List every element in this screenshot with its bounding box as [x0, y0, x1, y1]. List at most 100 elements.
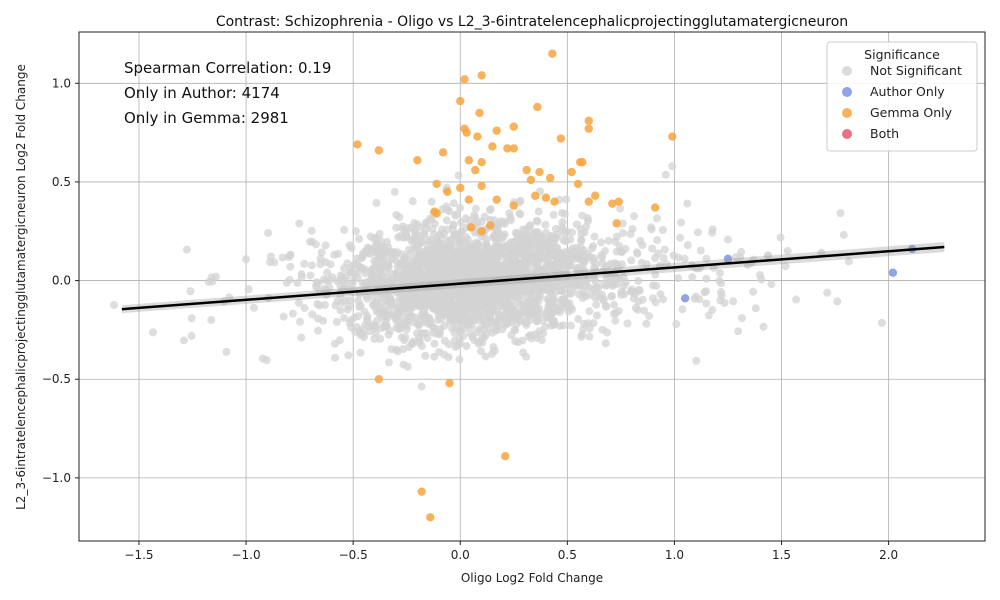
point-not-significant [737, 247, 746, 256]
point-not-significant [763, 251, 772, 260]
point-not-significant [422, 299, 431, 308]
y-axis-label: L2_3-6intratelencephalicprojectingglutam… [14, 64, 28, 510]
point-not-significant [179, 336, 188, 345]
point-not-significant [307, 261, 316, 270]
y-tick-label: 0.0 [52, 274, 71, 288]
point-not-significant [379, 262, 388, 271]
point-not-significant [672, 320, 681, 329]
point-not-significant [506, 272, 515, 281]
point-gemma-only [501, 451, 510, 461]
point-not-significant [448, 324, 457, 333]
point-not-significant [589, 285, 598, 294]
point-gemma-only [477, 227, 486, 236]
point-not-significant [495, 314, 504, 323]
not-significant-points [110, 162, 886, 391]
point-not-significant [354, 312, 363, 321]
point-not-significant [723, 235, 732, 244]
point-not-significant [580, 266, 589, 275]
point-not-significant [499, 270, 508, 279]
point-not-significant [614, 306, 623, 315]
point-gemma-only [462, 128, 471, 137]
point-not-significant [392, 223, 401, 232]
point-not-significant [549, 316, 558, 325]
point-not-significant [398, 250, 407, 259]
point-not-significant [597, 251, 606, 260]
point-not-significant [668, 162, 677, 171]
point-author-only [680, 294, 690, 303]
point-not-significant [430, 244, 439, 253]
point-gemma-only [546, 173, 555, 183]
point-gemma-only [668, 132, 677, 141]
point-not-significant [468, 333, 477, 342]
point-not-significant [382, 312, 391, 321]
point-not-significant [715, 268, 724, 277]
point-not-significant [514, 294, 523, 303]
point-not-significant [249, 303, 258, 312]
point-not-significant [757, 275, 766, 284]
point-gemma-only [584, 124, 593, 133]
point-not-significant [506, 216, 515, 225]
point-not-significant [366, 232, 375, 241]
point-not-significant [339, 314, 348, 323]
point-not-significant [648, 244, 657, 253]
point-not-significant [471, 204, 480, 213]
point-not-significant [751, 304, 760, 313]
point-not-significant [379, 254, 388, 263]
annotation-spearman: Spearman Correlation: 0.19 [124, 59, 331, 77]
point-not-significant [452, 210, 461, 219]
point-not-significant [507, 318, 516, 327]
point-not-significant [326, 260, 335, 269]
point-gemma-only [509, 122, 518, 131]
point-not-significant [607, 292, 616, 301]
point-not-significant [347, 244, 356, 253]
point-not-significant [776, 233, 785, 242]
point-not-significant [651, 254, 660, 263]
point-not-significant [412, 329, 421, 338]
point-not-significant [604, 236, 613, 245]
point-not-significant [456, 251, 465, 260]
point-gemma-only [486, 221, 495, 230]
point-not-significant [513, 261, 522, 270]
point-not-significant [611, 316, 620, 325]
point-not-significant [222, 347, 231, 356]
point-not-significant [487, 291, 496, 300]
point-gemma-only [438, 148, 448, 157]
point-not-significant [421, 274, 430, 283]
x-axis-label: Oligo Log2 Fold Change [461, 571, 603, 585]
point-gemma-only [567, 167, 576, 177]
point-not-significant [325, 283, 334, 292]
point-not-significant [409, 256, 418, 265]
point-not-significant [437, 269, 446, 278]
point-not-significant [417, 382, 426, 391]
point-not-significant [149, 328, 158, 337]
point-not-significant [767, 280, 776, 289]
point-not-significant [536, 232, 545, 241]
point-not-significant [445, 265, 454, 274]
point-not-significant [557, 223, 566, 232]
point-not-significant [597, 290, 606, 299]
point-not-significant [360, 307, 369, 316]
legend-marker [842, 129, 852, 139]
point-not-significant [501, 281, 510, 290]
point-not-significant [384, 358, 393, 367]
point-not-significant [480, 212, 489, 221]
point-not-significant [491, 249, 500, 258]
point-not-significant [574, 290, 583, 299]
point-gemma-only [608, 199, 617, 208]
point-not-significant [612, 232, 621, 241]
point-gemma-only [374, 146, 384, 155]
point-not-significant [355, 234, 364, 243]
point-not-significant [293, 278, 302, 287]
point-not-significant [361, 321, 370, 330]
legend-marker [842, 87, 852, 97]
point-not-significant [187, 314, 196, 323]
point-not-significant [403, 317, 412, 326]
point-not-significant [391, 250, 400, 259]
point-not-significant [408, 237, 417, 246]
point-not-significant [620, 290, 629, 299]
point-not-significant [390, 187, 399, 196]
point-not-significant [645, 312, 654, 321]
point-not-significant [449, 199, 458, 208]
point-not-significant [461, 268, 470, 277]
point-not-significant [110, 300, 119, 309]
